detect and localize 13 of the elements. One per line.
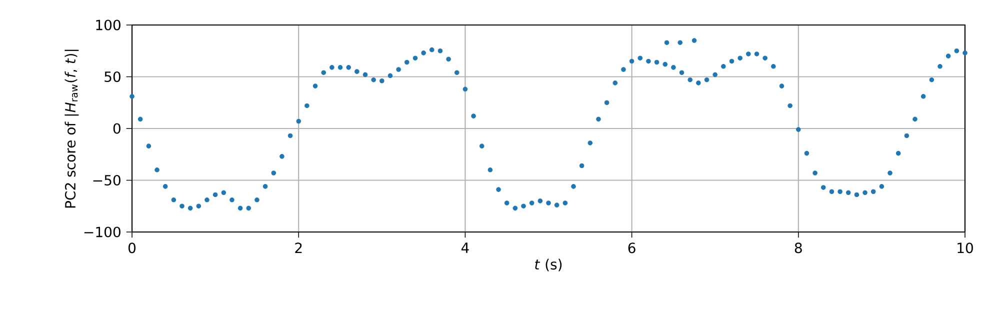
y-tick-label: −100	[84, 226, 120, 238]
x-tick-label: 0	[128, 242, 136, 254]
y-tick-label: 0	[113, 123, 120, 134]
x-tick-label: 8	[794, 242, 802, 254]
x-axis-title: t (s)	[535, 258, 562, 272]
y-axis-title: PC2 score of |H$_{raw}$(f, t)|	[64, 50, 79, 208]
y-tick-label: 100	[96, 20, 120, 30]
y-tick-label: 50	[104, 71, 120, 82]
y-tick-label: −50	[93, 174, 120, 186]
x-tick-label: 2	[295, 242, 302, 253]
x-tick-label: 4	[461, 242, 469, 253]
x-tick-label: 6	[628, 242, 636, 254]
x-tick-label: 10	[958, 242, 973, 254]
